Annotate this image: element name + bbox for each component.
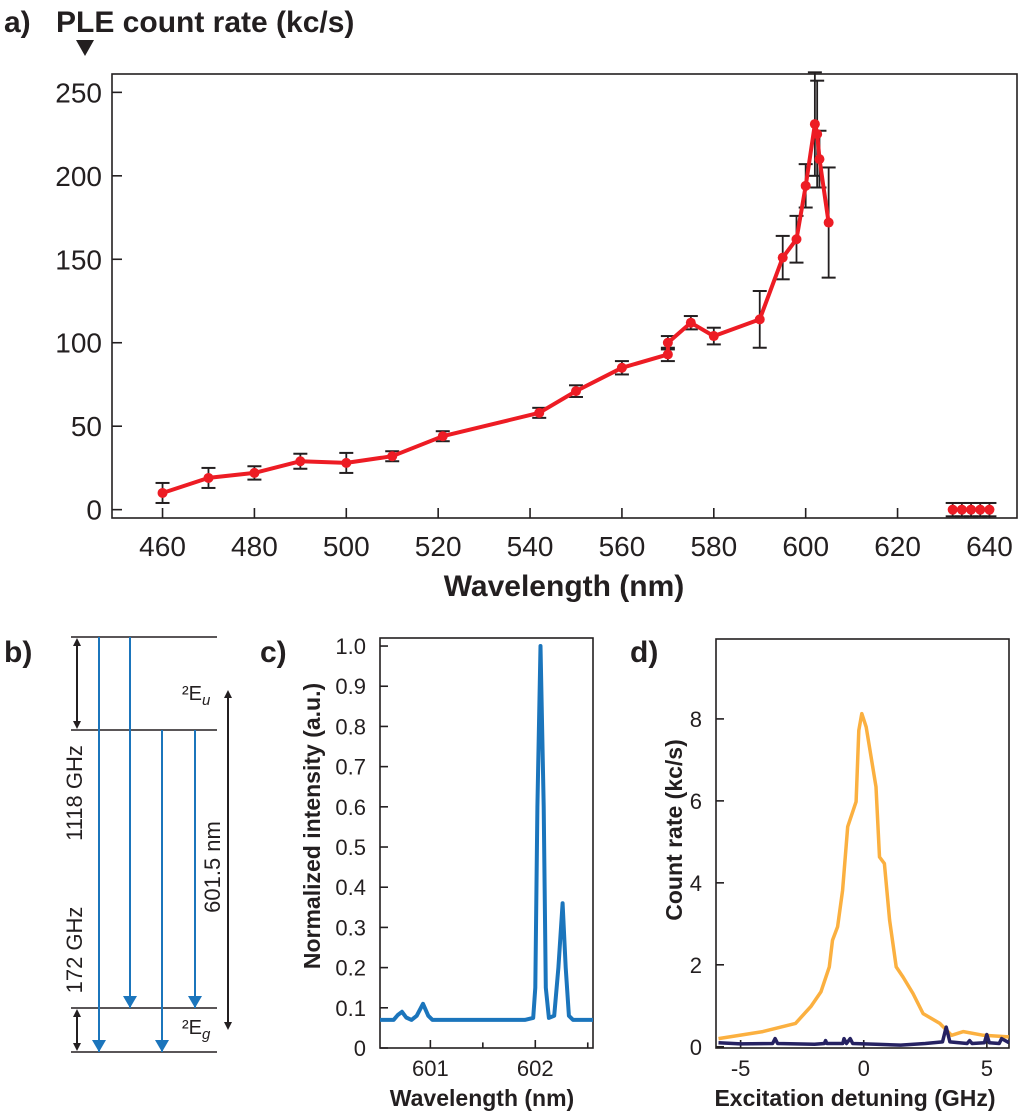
x-tick-label: 601: [412, 1056, 449, 1081]
data-point: [823, 217, 834, 228]
chart-c-xlabel: Wavelength (nm): [390, 1085, 574, 1111]
y-tick-label: 0.4: [335, 875, 366, 900]
data-point: [814, 154, 825, 165]
data-point: [984, 504, 995, 515]
y-tick-label: 0.9: [335, 674, 366, 699]
energy-level-diagram: 1118 GHz 172 GHz 601.5 nm ²Eu ²Eg: [62, 636, 232, 1053]
level-label-eg: ²Eg: [182, 1017, 211, 1043]
x-tick-label: 0: [858, 1056, 870, 1081]
data-point: [157, 487, 168, 498]
x-tick-label: 602: [517, 1056, 554, 1081]
chart-a-title: PLE count rate (kc/s): [56, 6, 354, 39]
y-tick-label: 0: [86, 495, 102, 526]
data-point: [754, 314, 765, 325]
data-point: [809, 119, 820, 130]
x-tick-label: 520: [415, 531, 462, 562]
data-point: [812, 129, 823, 140]
y-tick-label: 0: [690, 1035, 702, 1060]
y-tick-label: 4: [690, 871, 702, 896]
x-tick-label: 540: [507, 531, 554, 562]
data-point: [295, 456, 306, 467]
plot-frame: [715, 638, 1010, 1049]
y-tick-label: 0.6: [335, 795, 366, 820]
data-point: [570, 386, 581, 397]
data-point: [791, 234, 802, 245]
data-point: [662, 337, 673, 348]
chart-a-xlabel: Wavelength (nm): [444, 570, 685, 603]
chart-c-ylabel: Normalized intensity (a.u.): [299, 683, 325, 969]
y-tick-label: 0.1: [335, 996, 366, 1021]
x-tick-label: 600: [782, 531, 829, 562]
panel-label-b: b): [4, 636, 32, 669]
x-tick-label: 560: [599, 531, 646, 562]
data-point: [947, 504, 958, 515]
y-tick-label: 6: [690, 789, 702, 814]
y-axis-pointer-icon: [76, 40, 94, 56]
series-line-0: [380, 644, 593, 1022]
chart-c-emission-spectrum: Wavelength (nm) Normalized intensity (a.…: [299, 634, 594, 1111]
data-point: [437, 431, 448, 442]
x-tick-label: 5: [981, 1056, 993, 1081]
data-point: [616, 362, 627, 373]
chart-d-xlabel: Excitation detuning (GHz): [714, 1085, 995, 1111]
data-point: [708, 331, 719, 342]
plot-frame: [379, 637, 594, 1049]
data-point: [203, 472, 214, 483]
chart-a-ple-spectrum: PLE count rate (kc/s) Wavelength (nm) 46…: [55, 6, 1018, 603]
series-line-0: [718, 711, 1009, 1041]
y-tick-label: 0: [354, 1036, 366, 1061]
y-tick-label: 0.5: [335, 835, 366, 860]
y-tick-label: 0.2: [335, 956, 366, 981]
x-tick-label: 460: [139, 531, 186, 562]
panel-label-d: d): [630, 636, 658, 669]
y-tick-label: 0.8: [335, 714, 366, 739]
plot-frame: [111, 73, 1018, 519]
data-point: [800, 180, 811, 191]
data-point: [966, 504, 977, 515]
data-point: [975, 504, 986, 515]
label-601-5-nm: 601.5 nm: [200, 821, 225, 913]
y-tick-label: 100: [55, 328, 102, 359]
data-point: [777, 252, 788, 263]
data-point: [685, 317, 696, 328]
data-point: [534, 407, 545, 418]
series-line-0: [161, 122, 831, 495]
x-tick-label: 580: [690, 531, 737, 562]
y-tick-label: 8: [690, 707, 702, 732]
x-tick-label: 620: [874, 531, 921, 562]
y-tick-label: 150: [55, 244, 102, 275]
y-tick-label: 50: [71, 411, 102, 442]
y-tick-label: 250: [55, 77, 102, 108]
chart-d-ylabel: Count rate (kc/s): [661, 739, 687, 920]
y-tick-label: 0.3: [335, 915, 366, 940]
level-label-eu: ²Eu: [182, 683, 211, 709]
y-tick-label: 2: [690, 953, 702, 978]
x-tick-label: -5: [731, 1056, 751, 1081]
series-line-1: [718, 1025, 1010, 1047]
x-tick-label: 480: [231, 531, 278, 562]
panel-label-c: c): [260, 636, 287, 669]
y-tick-label: 0.7: [335, 755, 366, 780]
label-1118-ghz: 1118 GHz: [62, 745, 87, 841]
data-point: [341, 457, 352, 468]
x-tick-label: 640: [966, 531, 1013, 562]
label-172-ghz: 172 GHz: [62, 907, 87, 994]
x-tick-label: 500: [323, 531, 370, 562]
panel-label-a: a): [4, 6, 31, 39]
y-tick-label: 1.0: [335, 634, 366, 659]
data-point: [662, 349, 673, 360]
chart-d-excitation-scan: Excitation detuning (GHz) Count rate (kc…: [661, 638, 1010, 1111]
data-point: [956, 504, 967, 515]
data-point: [249, 467, 260, 478]
data-point: [387, 451, 398, 462]
y-tick-label: 200: [55, 161, 102, 192]
